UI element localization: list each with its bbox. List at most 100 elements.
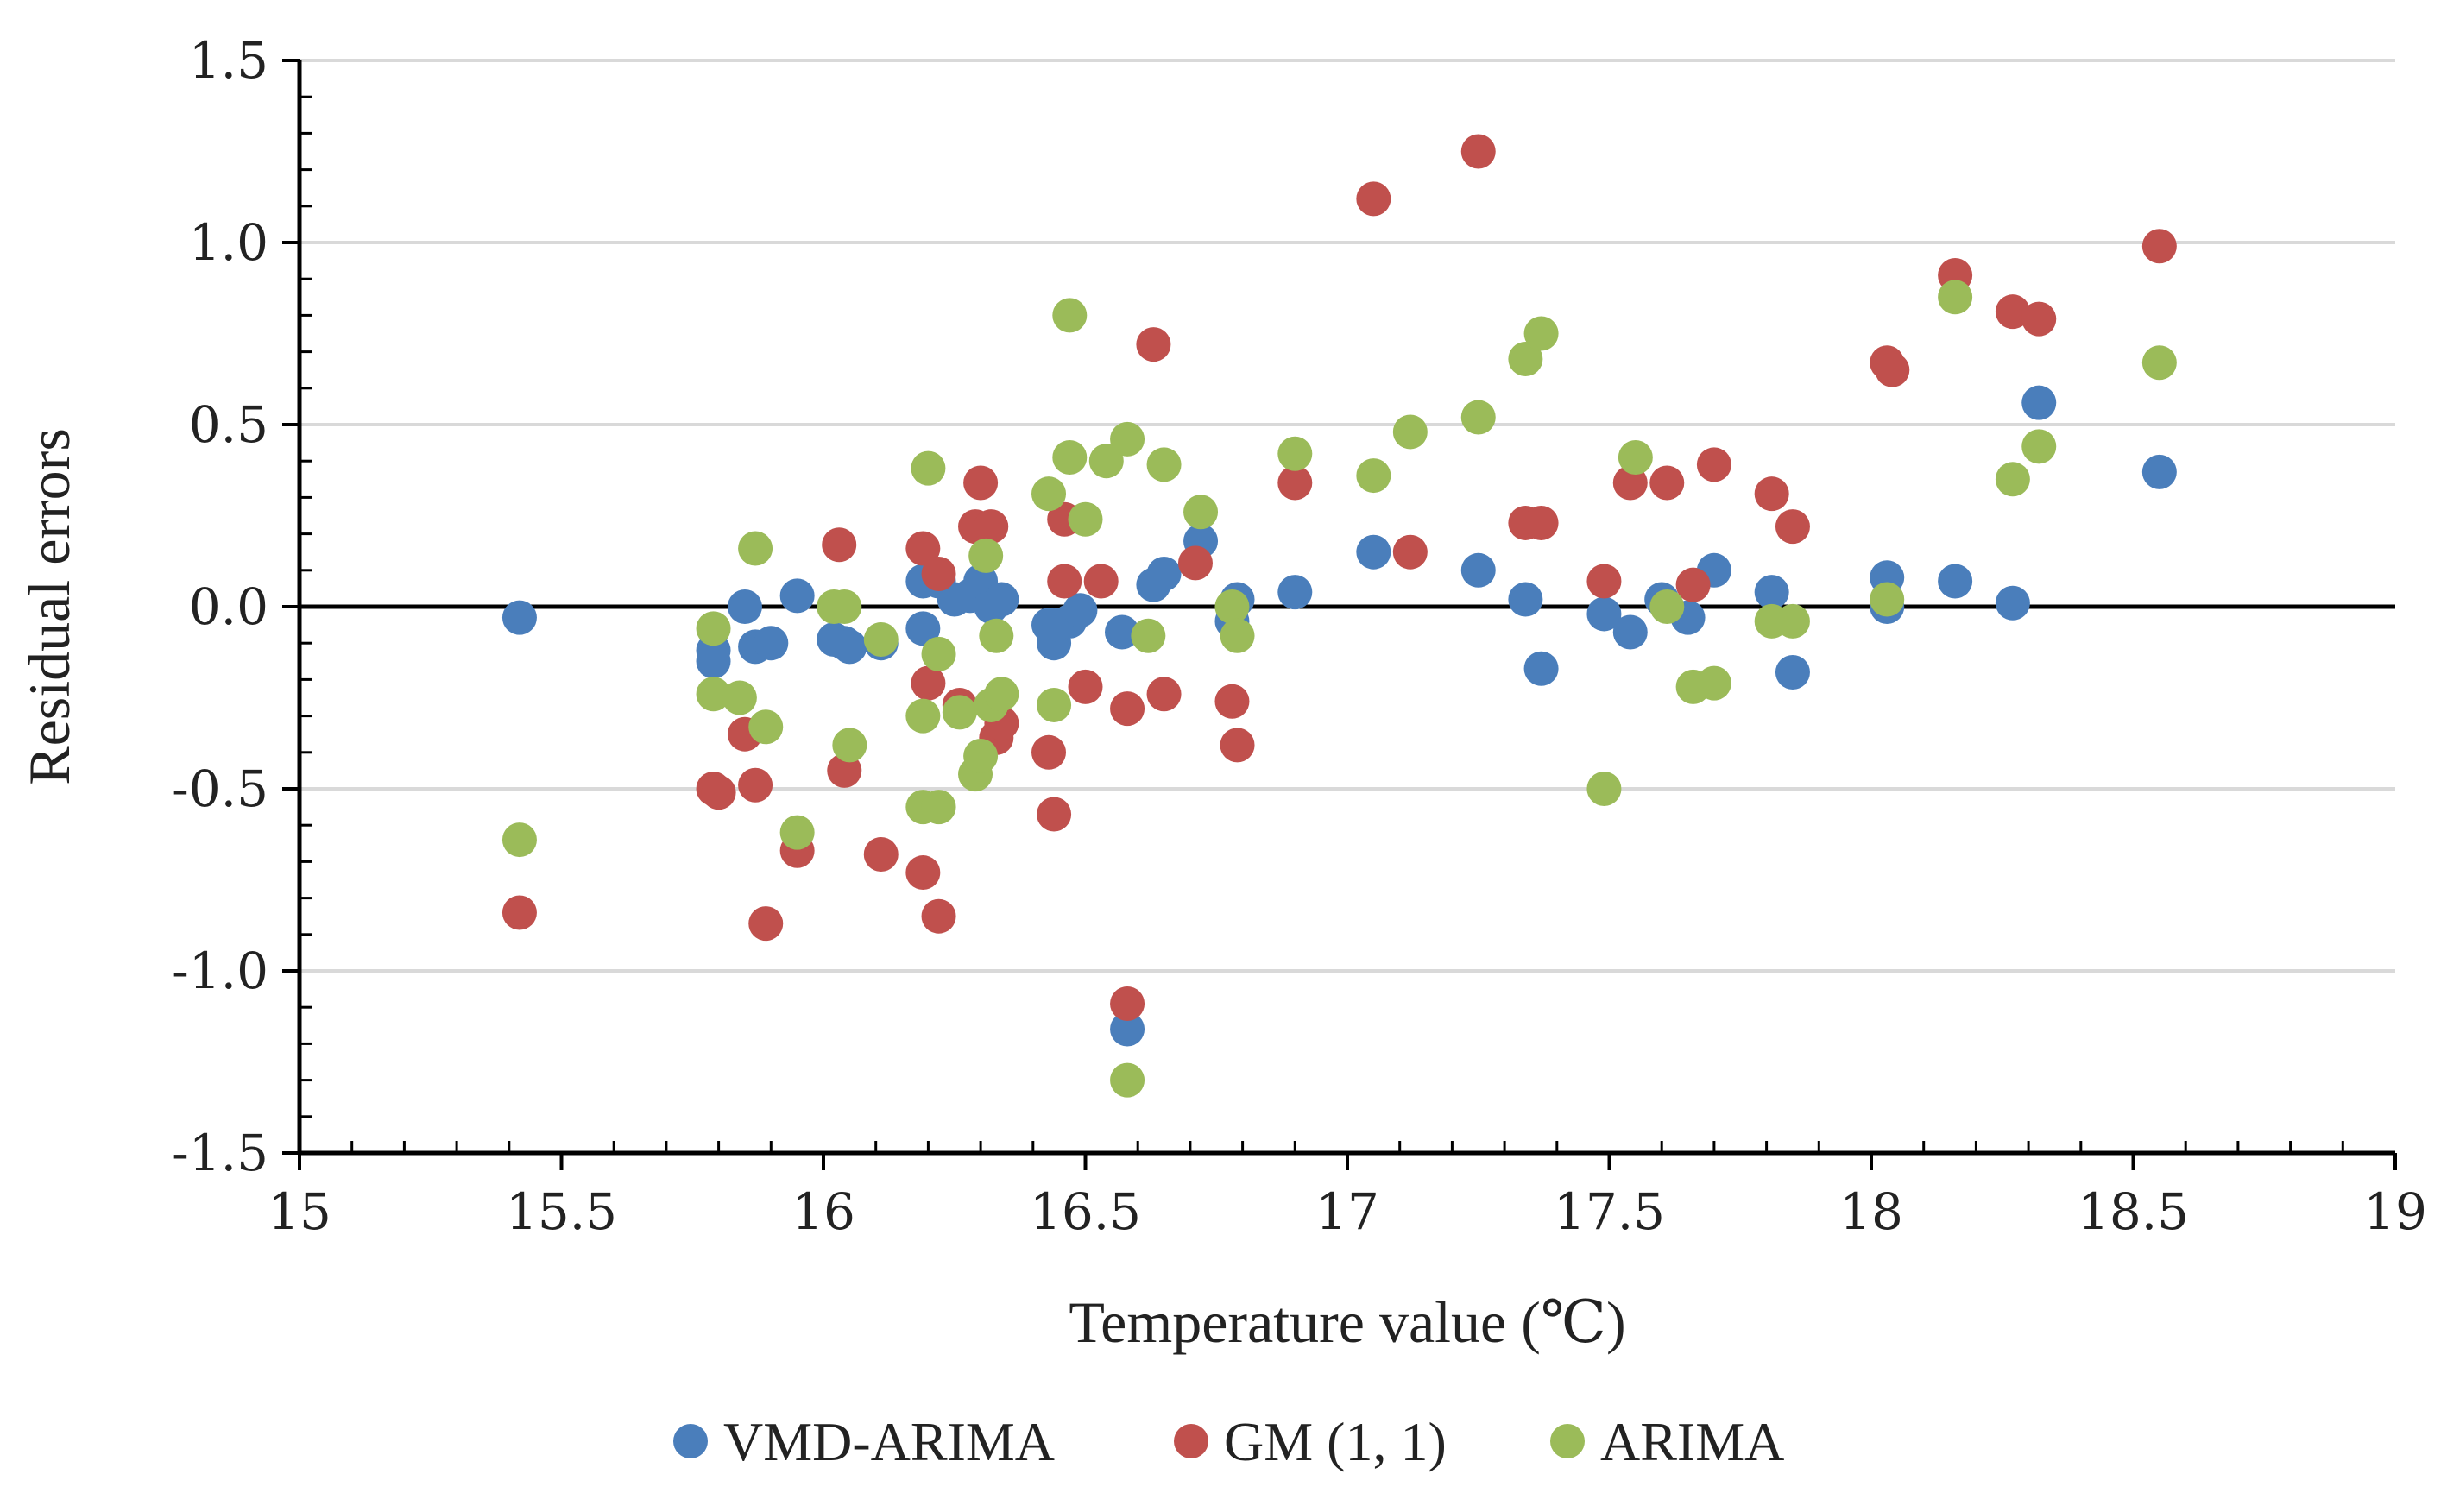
data-point <box>1775 654 1810 690</box>
data-point <box>1214 684 1250 719</box>
data-point <box>1754 575 1789 610</box>
data-point <box>979 618 1014 653</box>
data-point <box>905 855 941 891</box>
legend-marker-gm11 <box>1174 1424 1208 1458</box>
x-tick-label: 16 <box>791 1182 855 1241</box>
data-point <box>1068 669 1103 704</box>
data-point <box>1220 618 1255 653</box>
x-tick-label: 15.5 <box>506 1182 617 1241</box>
data-point <box>1083 564 1119 599</box>
y-axis-title: Residual errors <box>16 428 82 785</box>
legend-label-arima: ARIMA <box>1600 1411 1784 1472</box>
data-point <box>1110 986 1145 1021</box>
data-point <box>911 450 946 486</box>
data-point <box>1754 476 1789 512</box>
y-tick-label: -1.0 <box>172 942 268 1000</box>
x-tick-label: 15 <box>268 1182 331 1241</box>
data-point <box>974 509 1009 545</box>
data-point <box>1586 564 1622 599</box>
legend-label-vmd-arima: VMD-ARIMA <box>723 1411 1055 1472</box>
data-point <box>827 589 862 624</box>
data-point <box>722 680 757 715</box>
x-tick-label: 19 <box>2363 1182 2427 1241</box>
data-point <box>738 531 773 566</box>
data-point <box>1460 552 1496 588</box>
data-point <box>1649 465 1685 501</box>
data-point <box>1696 665 1731 701</box>
data-point <box>1460 400 1496 435</box>
data-point <box>1183 495 1219 530</box>
data-point <box>701 775 736 810</box>
data-point <box>921 636 956 671</box>
data-point <box>1870 582 1905 617</box>
data-point <box>1586 772 1622 806</box>
y-tick-label: 1.5 <box>189 31 268 90</box>
data-point <box>1508 582 1543 617</box>
data-point <box>1995 462 2030 497</box>
data-point <box>501 600 537 635</box>
data-point <box>779 815 815 850</box>
data-point <box>748 906 784 942</box>
data-point <box>905 698 941 734</box>
data-point <box>1775 509 1810 545</box>
data-point <box>1675 567 1711 602</box>
data-point <box>1052 439 1088 475</box>
data-point <box>863 836 899 872</box>
data-point <box>2141 454 2177 489</box>
data-point <box>1586 596 1622 632</box>
data-point <box>1995 585 2030 621</box>
data-point <box>501 895 537 930</box>
data-point <box>1523 651 1559 686</box>
data-point <box>1052 298 1088 333</box>
data-point <box>1277 436 1313 471</box>
legend-item-arima: ARIMA <box>1550 1411 1784 1472</box>
data-point <box>2021 429 2057 464</box>
x-tick-label: 18 <box>1839 1182 1903 1241</box>
ticks: -1.5 -1.0 -0.5 0.0 0.5 1.0 1.5 15 15.5 16 16.5 17 17… <box>172 31 2427 1241</box>
data-point <box>779 578 815 614</box>
data-point <box>1523 316 1559 351</box>
x-tick-label: 17.5 <box>1554 1182 1665 1241</box>
data-point <box>748 709 784 745</box>
data-point <box>1131 618 1166 653</box>
data-point <box>738 767 773 803</box>
legend-item-gm11: GM (1, 1) <box>1174 1411 1447 1472</box>
data-point <box>1618 439 1653 475</box>
data-point <box>921 790 956 825</box>
data-point <box>1047 564 1082 599</box>
data-point <box>1356 458 1391 494</box>
data-point <box>2021 301 2057 337</box>
legend: VMD-ARIMA GM (1, 1) ARIMA <box>673 1411 1784 1472</box>
data-point <box>1356 181 1391 217</box>
data-point <box>942 695 977 730</box>
y-tick-label: -0.5 <box>172 759 268 818</box>
data-point <box>1392 414 1428 450</box>
data-point <box>2021 385 2057 420</box>
data-point <box>984 582 1019 617</box>
data-point <box>863 621 899 657</box>
data-point <box>1220 728 1255 763</box>
data-point <box>963 465 999 501</box>
y-tick-label: -1.5 <box>172 1124 268 1182</box>
data-point <box>1110 1011 1145 1047</box>
data-point <box>1037 797 1072 832</box>
data-point <box>1612 614 1648 650</box>
x-tick-label: 17 <box>1315 1182 1379 1241</box>
data-point <box>1649 589 1685 624</box>
data-point <box>921 557 956 592</box>
data-point <box>1356 534 1391 570</box>
data-point <box>1037 687 1072 722</box>
data-points <box>501 134 2177 1098</box>
data-point <box>2141 345 2177 381</box>
data-point <box>1696 447 1731 482</box>
data-point <box>696 644 731 679</box>
legend-marker-arima <box>1550 1424 1585 1458</box>
data-point <box>696 677 731 712</box>
data-point <box>1938 280 1973 315</box>
data-point <box>968 538 1004 573</box>
series-1 <box>501 134 2177 1021</box>
x-tick-label: 16.5 <box>1030 1182 1141 1241</box>
data-point <box>1875 352 1910 387</box>
